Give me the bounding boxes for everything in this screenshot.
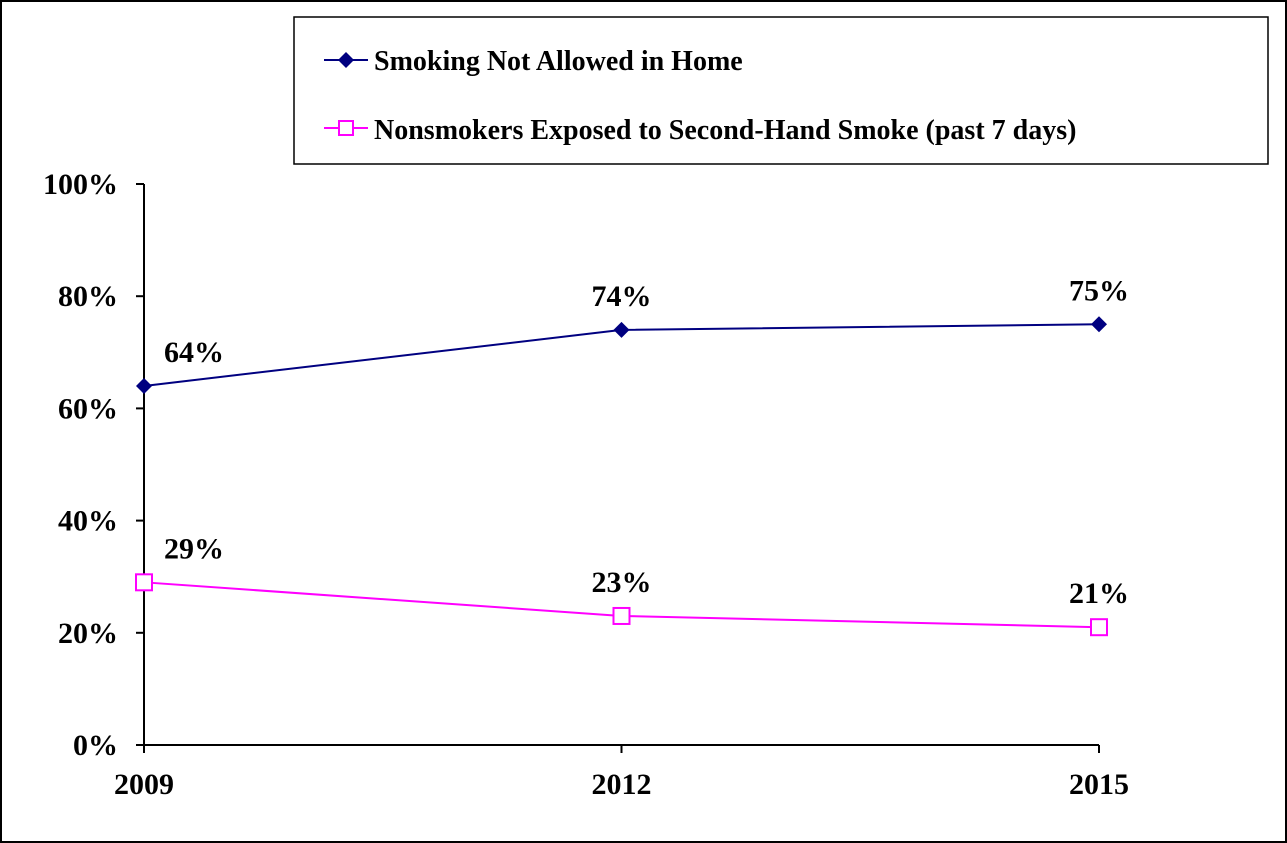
series-0: 64% 74% 75%: [136, 274, 1129, 394]
series-1: 29% 23% 21%: [135, 532, 1129, 637]
legend: Smoking Not Allowed in Home Nonsmokers E…: [293, 16, 1269, 165]
x-tick-label: 2012: [592, 768, 652, 801]
data-point: [1090, 618, 1108, 637]
data-label: 74%: [592, 280, 652, 313]
series-layer: 64% 74% 75% 29% 23% 21%: [135, 274, 1129, 637]
data-label: 64%: [164, 336, 224, 369]
legend-label-smoking-not-allowed: Smoking Not Allowed in Home: [374, 46, 743, 77]
y-tick-label: 80%: [58, 280, 118, 313]
y-axis-ticks: 0% 20% 40% 60% 80% 100%: [43, 168, 144, 762]
y-tick-label: 100%: [43, 168, 118, 201]
legend-box: [293, 16, 1269, 165]
y-tick-label: 40%: [58, 505, 118, 538]
legend-entry-smoking-not-allowed: Smoking Not Allowed in Home: [324, 46, 743, 77]
data-label: 75%: [1069, 274, 1129, 307]
x-tick-label: 2015: [1069, 768, 1129, 801]
y-tick-label: 20%: [58, 617, 118, 650]
x-axis-ticks: 2009 2012 2015: [114, 745, 1129, 801]
data-point: [1091, 316, 1107, 333]
y-tick-label: 0%: [73, 729, 118, 762]
data-label: 23%: [592, 566, 652, 599]
data-point: [136, 377, 152, 394]
legend-marker-nonsmokers-exposed: [338, 120, 354, 136]
legend-label-nonsmokers-exposed: Nonsmokers Exposed to Second-Hand Smoke …: [374, 115, 1076, 146]
data-label: 29%: [164, 532, 224, 565]
axes: [143, 184, 1099, 746]
data-label: 21%: [1069, 577, 1129, 610]
data-point: [135, 573, 153, 592]
y-tick-label: 60%: [58, 392, 118, 425]
legend-entry-nonsmokers-exposed: Nonsmokers Exposed to Second-Hand Smoke …: [324, 115, 1076, 146]
legend-marker-smoking-not-allowed: [338, 52, 354, 68]
data-point: [613, 321, 630, 338]
data-point: [612, 606, 631, 625]
x-tick-label: 2009: [114, 768, 174, 801]
